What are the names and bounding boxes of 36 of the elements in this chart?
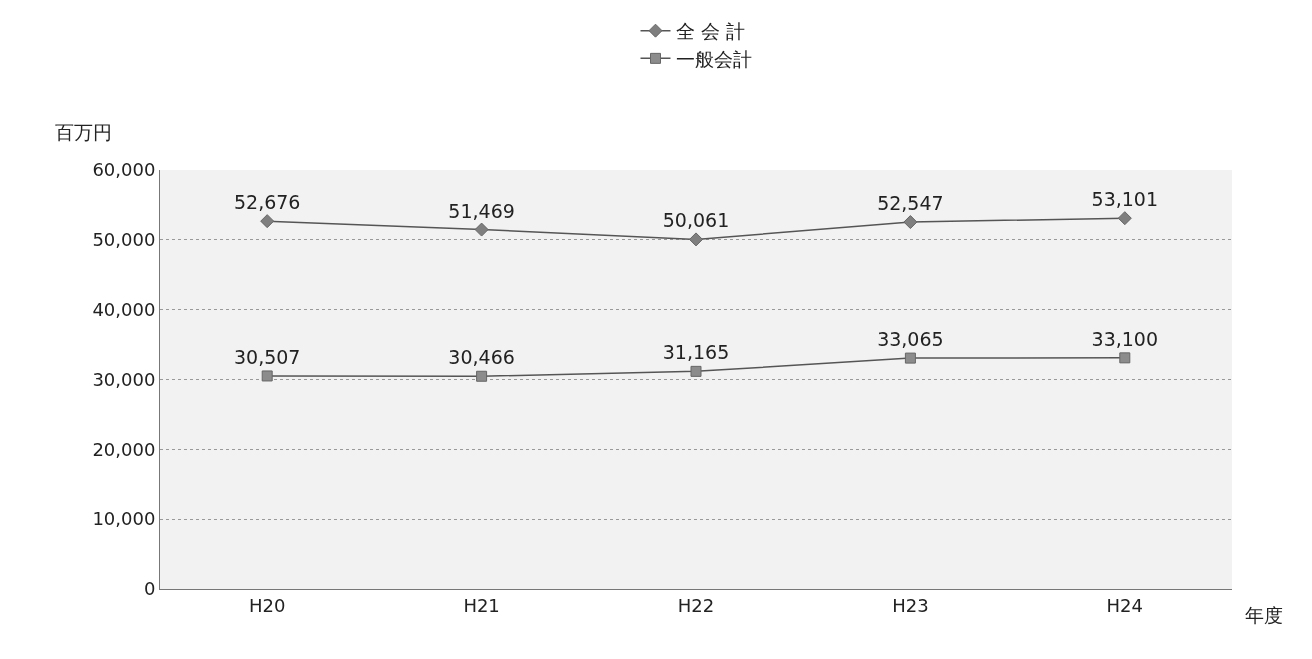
point <box>903 215 918 230</box>
data-label: 33,100 <box>1091 327 1159 350</box>
y-axis-title: 百万円 <box>55 121 112 143</box>
y-tick-label: 20,000 <box>92 438 156 460</box>
y-tick-label: 10,000 <box>92 508 156 530</box>
data-label: 33,065 <box>877 328 944 351</box>
y-tick-label: 40,000 <box>92 298 156 320</box>
x-tick-label: H21 <box>463 594 500 616</box>
data-label: 52,547 <box>877 192 944 215</box>
data-label: 52,676 <box>233 191 301 214</box>
y-tick-label: 50,000 <box>92 229 156 251</box>
point <box>689 232 703 247</box>
point <box>474 222 489 237</box>
y-tick-label: 0 <box>143 578 156 600</box>
x-axis-title: 年度 <box>1245 604 1283 626</box>
point <box>1119 352 1131 364</box>
x-tick-label: H24 <box>1106 594 1144 616</box>
point <box>476 370 488 382</box>
x-tick-label: H20 <box>248 594 286 616</box>
point <box>261 370 273 382</box>
legend-label: 一般会計 <box>675 47 752 70</box>
data-label: 50,061 <box>662 209 730 232</box>
point <box>1117 211 1132 226</box>
y-tick-label: 60,000 <box>92 159 156 181</box>
x-tick-label: H23 <box>892 594 929 616</box>
data-label: 51,469 <box>448 199 515 222</box>
legend-label: 全 会 計 <box>675 20 745 43</box>
data-label: 30,507 <box>233 345 301 368</box>
point <box>904 352 916 364</box>
data-label: 31,165 <box>662 341 730 364</box>
point <box>690 365 702 377</box>
data-label: 30,466 <box>448 346 515 369</box>
x-tick-label: H22 <box>677 594 715 616</box>
data-label: 53,101 <box>1091 188 1159 211</box>
y-tick-label: 30,000 <box>92 368 156 390</box>
point <box>260 214 275 229</box>
